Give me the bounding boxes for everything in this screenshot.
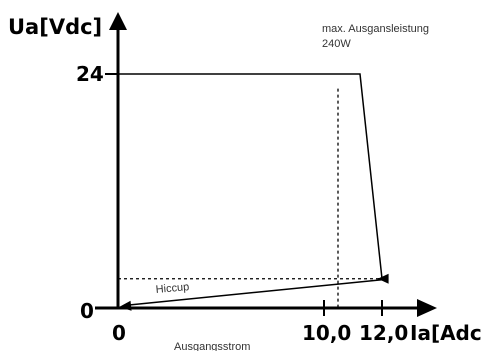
power-annotation-line2: 240W bbox=[322, 38, 351, 50]
x-axis-sublabel: Ausgangsstrom bbox=[174, 341, 250, 351]
hiccup-label: Hiccup bbox=[155, 281, 190, 296]
x-tick-label-10: 10,0 bbox=[302, 321, 351, 345]
power-annotation-line1: max. Ausgansleistung bbox=[322, 23, 429, 35]
y-tick-label-0: 0 bbox=[80, 299, 94, 323]
hiccup-arrowhead bbox=[119, 300, 132, 311]
x-axis-arrowhead bbox=[417, 299, 437, 317]
y-axis-arrowhead bbox=[109, 12, 127, 30]
curve-arrowhead bbox=[377, 273, 389, 284]
y-tick-label-24: 24 bbox=[76, 62, 104, 86]
x-axis-label: Ia[Adc] bbox=[410, 321, 482, 345]
x-tick-label-12: 12,0 bbox=[359, 321, 408, 345]
output-characteristic-line bbox=[118, 73, 383, 280]
y-axis-label: Ua[Vdc] bbox=[8, 15, 102, 39]
hiccup-line bbox=[129, 278, 383, 306]
x-tick-label-0: 0 bbox=[112, 321, 126, 345]
